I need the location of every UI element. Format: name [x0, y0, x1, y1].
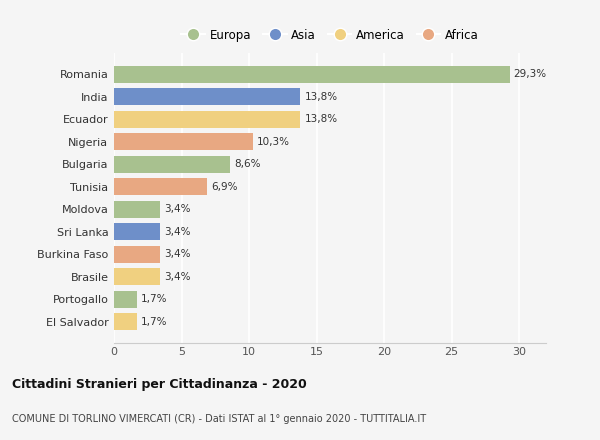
Text: 8,6%: 8,6% [234, 159, 260, 169]
Text: 3,4%: 3,4% [164, 227, 190, 237]
Bar [114, 66, 509, 83]
Bar [114, 111, 301, 128]
Legend: Europa, Asia, America, Africa: Europa, Asia, America, Africa [176, 24, 484, 46]
Text: 1,7%: 1,7% [141, 316, 167, 326]
Bar [114, 178, 207, 195]
Bar [114, 223, 160, 240]
Text: COMUNE DI TORLINO VIMERCATI (CR) - Dati ISTAT al 1° gennaio 2020 - TUTTITALIA.IT: COMUNE DI TORLINO VIMERCATI (CR) - Dati … [12, 414, 426, 424]
Text: Cittadini Stranieri per Cittadinanza - 2020: Cittadini Stranieri per Cittadinanza - 2… [12, 378, 307, 392]
Text: 3,4%: 3,4% [164, 271, 190, 282]
Bar [114, 246, 160, 263]
Text: 6,9%: 6,9% [211, 182, 238, 192]
Text: 13,8%: 13,8% [304, 92, 337, 102]
Text: 29,3%: 29,3% [514, 70, 547, 80]
Text: 10,3%: 10,3% [257, 137, 290, 147]
Text: 3,4%: 3,4% [164, 204, 190, 214]
Bar [114, 313, 137, 330]
Text: 1,7%: 1,7% [141, 294, 167, 304]
Text: 13,8%: 13,8% [304, 114, 337, 125]
Bar [114, 88, 301, 105]
Bar [114, 156, 230, 173]
Bar [114, 268, 160, 285]
Text: 3,4%: 3,4% [164, 249, 190, 259]
Bar [114, 291, 137, 308]
Bar [114, 201, 160, 218]
Bar [114, 133, 253, 150]
